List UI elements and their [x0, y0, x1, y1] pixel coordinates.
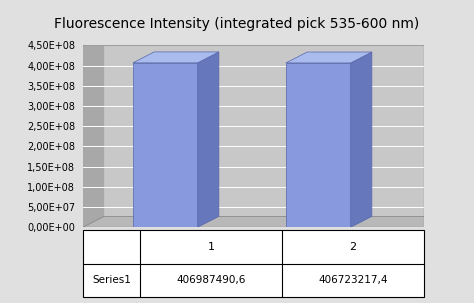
- Bar: [133, 63, 198, 227]
- Text: 406987490,6: 406987490,6: [176, 275, 246, 285]
- Polygon shape: [83, 216, 446, 227]
- Text: Fluorescence Intensity (integrated pick 535-600 nm): Fluorescence Intensity (integrated pick …: [55, 17, 419, 31]
- Polygon shape: [198, 52, 219, 227]
- Polygon shape: [83, 35, 104, 227]
- Polygon shape: [424, 35, 446, 227]
- Polygon shape: [133, 52, 219, 63]
- Text: 1: 1: [208, 242, 214, 252]
- Bar: [286, 63, 351, 227]
- Polygon shape: [351, 52, 372, 227]
- Text: 2: 2: [349, 242, 357, 252]
- Text: 406723217,4: 406723217,4: [319, 275, 388, 285]
- Text: Series1: Series1: [92, 275, 131, 285]
- Polygon shape: [286, 52, 372, 63]
- Polygon shape: [83, 35, 446, 45]
